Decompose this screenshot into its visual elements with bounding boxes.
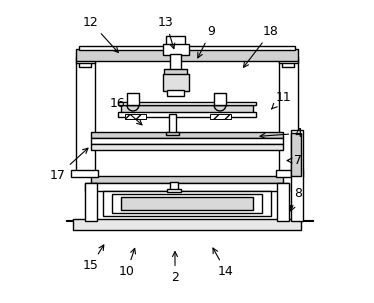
Bar bbox=[76, 57, 95, 63]
Bar bbox=[168, 189, 181, 192]
Bar bbox=[171, 54, 181, 70]
Bar bbox=[125, 114, 147, 119]
Text: 2: 2 bbox=[171, 251, 179, 284]
Bar bbox=[76, 62, 95, 175]
Bar bbox=[277, 183, 289, 221]
Text: 10: 10 bbox=[119, 248, 135, 278]
Text: 4: 4 bbox=[260, 127, 302, 140]
Text: 16: 16 bbox=[110, 97, 142, 125]
Bar bbox=[279, 57, 298, 63]
Bar bbox=[168, 90, 184, 96]
Bar bbox=[166, 36, 186, 45]
Bar bbox=[91, 144, 283, 150]
Bar bbox=[85, 183, 97, 221]
Bar bbox=[291, 134, 301, 175]
Text: 7: 7 bbox=[287, 154, 302, 167]
Bar bbox=[291, 131, 303, 221]
Bar bbox=[71, 169, 98, 177]
Bar bbox=[91, 175, 283, 183]
Bar bbox=[209, 114, 230, 119]
Text: 17: 17 bbox=[50, 148, 88, 182]
Bar bbox=[121, 105, 253, 114]
Bar bbox=[127, 93, 139, 105]
Bar bbox=[112, 194, 262, 213]
Bar bbox=[169, 114, 177, 134]
Bar bbox=[163, 74, 188, 92]
Text: 9: 9 bbox=[198, 25, 215, 58]
Bar bbox=[276, 169, 303, 177]
Bar bbox=[214, 93, 226, 105]
Text: 18: 18 bbox=[243, 25, 279, 67]
Bar bbox=[76, 49, 298, 62]
Bar bbox=[79, 55, 91, 68]
Bar bbox=[73, 219, 301, 230]
Text: 11: 11 bbox=[272, 91, 291, 109]
Bar bbox=[121, 197, 253, 210]
Bar bbox=[171, 181, 178, 191]
Bar bbox=[103, 191, 271, 216]
Bar bbox=[282, 55, 294, 68]
Bar bbox=[118, 112, 256, 117]
Bar bbox=[91, 132, 283, 138]
Bar bbox=[118, 102, 256, 105]
Text: 12: 12 bbox=[83, 16, 118, 52]
Text: 13: 13 bbox=[158, 16, 175, 48]
Bar bbox=[85, 183, 289, 191]
Text: 15: 15 bbox=[83, 245, 104, 272]
Bar bbox=[279, 62, 298, 175]
Bar bbox=[79, 45, 295, 50]
Bar bbox=[91, 138, 283, 144]
Text: 14: 14 bbox=[213, 248, 234, 278]
Text: 8: 8 bbox=[290, 187, 302, 211]
Bar bbox=[165, 69, 187, 75]
Bar bbox=[163, 44, 188, 55]
Bar bbox=[166, 132, 180, 135]
